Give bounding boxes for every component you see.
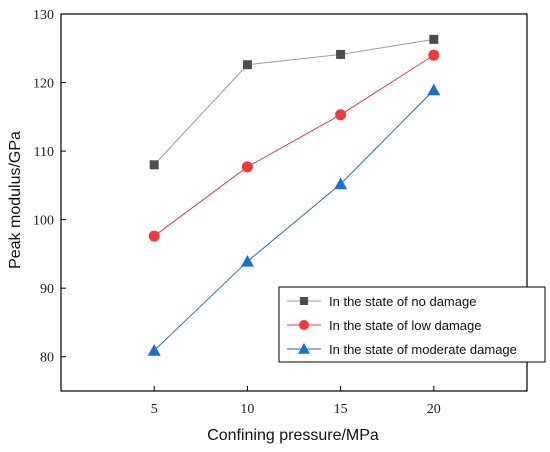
legend-marker — [300, 297, 308, 305]
series-3 — [147, 83, 441, 356]
y-tick-label: 110 — [34, 145, 54, 160]
data-point — [147, 344, 161, 356]
y-tick-label: 120 — [33, 77, 54, 92]
data-point — [149, 160, 159, 170]
legend-box — [278, 286, 546, 363]
x-tick-label: 20 — [427, 402, 441, 417]
series-1 — [149, 34, 439, 170]
x-tick-label: 10 — [240, 402, 254, 417]
legend-label: In the state of low damage — [329, 318, 481, 333]
data-point — [148, 230, 160, 242]
legend-item: In the state of moderate damage — [287, 342, 517, 357]
data-point — [427, 83, 441, 96]
data-point — [334, 177, 348, 190]
data-point — [240, 254, 254, 267]
data-point — [336, 49, 346, 59]
plot-border — [60, 13, 528, 392]
data-point — [428, 49, 440, 61]
y-axis: 80 90 100 110 120 130 — [33, 8, 66, 366]
legend-label: In the state of moderate damage — [329, 342, 517, 357]
legend-item: In the state of low damage — [287, 318, 481, 333]
legend: In the state of no damage In the state of… — [278, 286, 546, 363]
y-tick-label: 80 — [40, 351, 54, 366]
x-axis-title: Confining pressure/MPa — [207, 427, 379, 444]
series-line — [153, 38, 434, 166]
y-tick-label: 90 — [40, 282, 54, 297]
data-point — [335, 109, 347, 121]
legend-marker — [298, 343, 310, 354]
series-line — [153, 54, 435, 237]
y-tick-label: 100 — [33, 214, 54, 229]
legend-label: In the state of no damage — [329, 294, 476, 309]
legend-marker — [299, 320, 309, 330]
series-2 — [148, 49, 440, 242]
y-tick-label: 130 — [33, 8, 54, 23]
data-point — [241, 161, 253, 173]
data-point — [429, 34, 439, 44]
data-point — [242, 60, 252, 70]
x-tick-label: 5 — [151, 402, 158, 417]
series-layer — [147, 34, 441, 356]
series-line — [153, 89, 435, 351]
y-axis-title: Peak modulus/GPa — [7, 131, 24, 269]
x-axis: 5 10 15 20 — [151, 386, 441, 417]
plot-area — [60, 13, 528, 392]
x-tick-label: 15 — [334, 402, 348, 417]
legend-item: In the state of no damage — [287, 294, 476, 309]
